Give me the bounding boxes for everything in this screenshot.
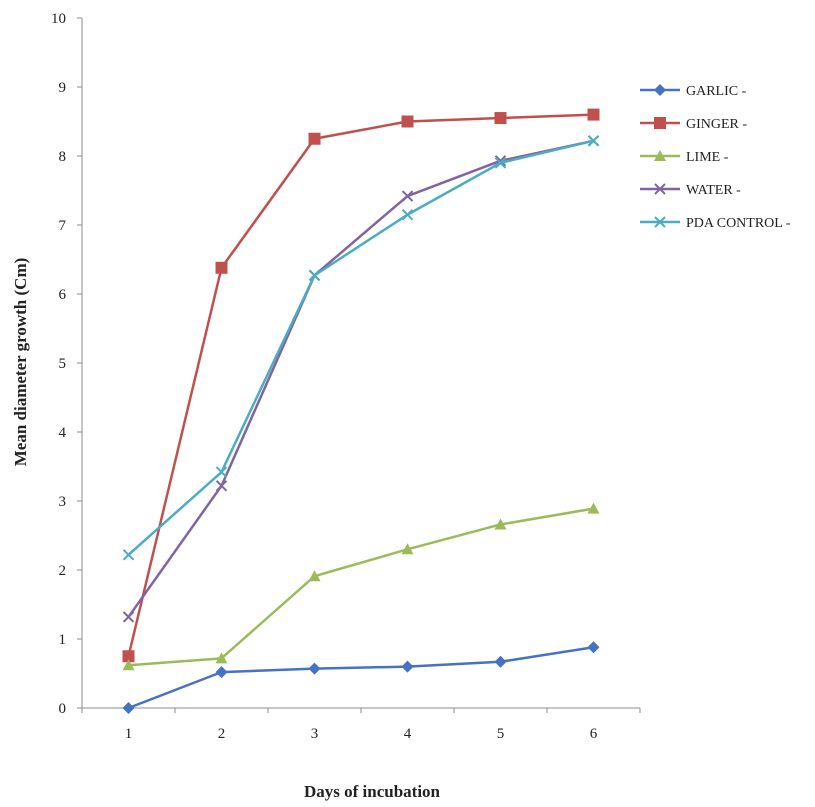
data-point-pda-control <box>494 157 507 169</box>
series-garlic <box>122 641 600 714</box>
x-tick-label: 2 <box>218 726 226 742</box>
y-tick-label: 10 <box>51 11 66 27</box>
data-point-ginger <box>308 132 321 145</box>
axes: 0 1 2 3 4 5 6 7 8 9 10 1 2 3 4 5 6 <box>51 11 641 742</box>
x-tick-label: 3 <box>311 726 319 742</box>
y-tick-label: 5 <box>59 356 67 372</box>
series-line-water <box>127 139 594 618</box>
data-point-pda-control <box>215 466 228 478</box>
data-point-garlic <box>122 702 135 714</box>
data-point-garlic <box>308 662 321 675</box>
data-point-pda-control <box>401 208 414 221</box>
y-tick-label: 1 <box>59 632 67 648</box>
legend-label: GINGER - <box>686 117 747 132</box>
y-axis-title: Mean diameter growth (Cm) <box>11 258 30 467</box>
legend-swatch-marker <box>654 216 666 228</box>
data-point-pda-control <box>308 269 321 282</box>
y-tick-label: 3 <box>59 494 67 510</box>
series-ginger <box>122 108 600 663</box>
x-tick-label: 1 <box>125 726 133 742</box>
legend-swatch-marker <box>654 117 666 129</box>
x-ticks: 1 2 3 4 5 6 <box>81 708 641 742</box>
data-point-lime <box>215 652 228 664</box>
y-tick-label: 6 <box>59 287 67 303</box>
y-tick-label: 9 <box>59 80 67 96</box>
data-point-lime <box>122 659 135 671</box>
data-point-water <box>401 190 414 202</box>
series-line-ginger <box>127 113 594 657</box>
series-pda-control <box>122 135 600 561</box>
data-point-ginger <box>587 108 600 121</box>
legend-label: LIME - <box>686 150 729 165</box>
data-point-pda-control <box>122 549 135 561</box>
data-point-garlic <box>401 660 414 673</box>
y-tick-label: 4 <box>59 425 67 441</box>
series-layer <box>122 108 600 714</box>
legend-item-water: WATER - <box>640 183 741 198</box>
data-point-ginger <box>494 112 507 125</box>
data-point-ginger <box>401 115 414 128</box>
y-ticks: 0 1 2 3 4 5 6 7 8 9 10 <box>51 11 82 717</box>
x-tick-label: 4 <box>404 726 412 742</box>
data-point-water <box>215 480 228 492</box>
data-point-pda-control <box>587 135 600 147</box>
y-tick-label: 7 <box>59 218 67 234</box>
legend-label: GARLIC - <box>686 84 747 99</box>
data-point-garlic <box>587 641 600 654</box>
x-axis-title: Days of incubation <box>304 782 441 801</box>
data-point-ginger <box>122 650 135 663</box>
legend-label: WATER - <box>686 183 741 198</box>
data-point-water <box>122 611 135 623</box>
data-point-garlic <box>215 666 228 679</box>
data-point-lime <box>587 502 600 514</box>
legend-item-ginger: GINGER - <box>640 117 747 132</box>
series-line-lime <box>128 507 594 667</box>
legend: GARLIC - GINGER - LIME - WATER - PDA CONTROL… <box>640 84 791 231</box>
data-point-ginger <box>215 261 228 274</box>
x-tick-label: 6 <box>590 726 598 742</box>
y-tick-label: 0 <box>59 701 67 717</box>
legend-item-pda-control: PDA CONTROL - <box>640 216 791 231</box>
series-line-garlic <box>128 646 594 710</box>
data-point-lime <box>401 543 414 555</box>
data-point-garlic <box>494 655 507 668</box>
series-lime <box>122 502 600 671</box>
x-tick-label: 5 <box>497 726 505 742</box>
legend-item-lime: LIME - <box>640 150 729 165</box>
y-tick-label: 2 <box>59 563 67 579</box>
data-point-lime <box>494 518 507 530</box>
legend-swatch-marker <box>654 150 666 161</box>
legend-label: PDA CONTROL - <box>686 216 791 231</box>
y-tick-label: 8 <box>59 149 67 165</box>
legend-swatch-marker <box>654 84 666 96</box>
series-line-pda-control <box>127 139 594 556</box>
data-point-lime <box>308 570 321 582</box>
legend-swatch-marker <box>654 183 666 195</box>
legend-item-garlic: GARLIC - <box>640 84 747 99</box>
